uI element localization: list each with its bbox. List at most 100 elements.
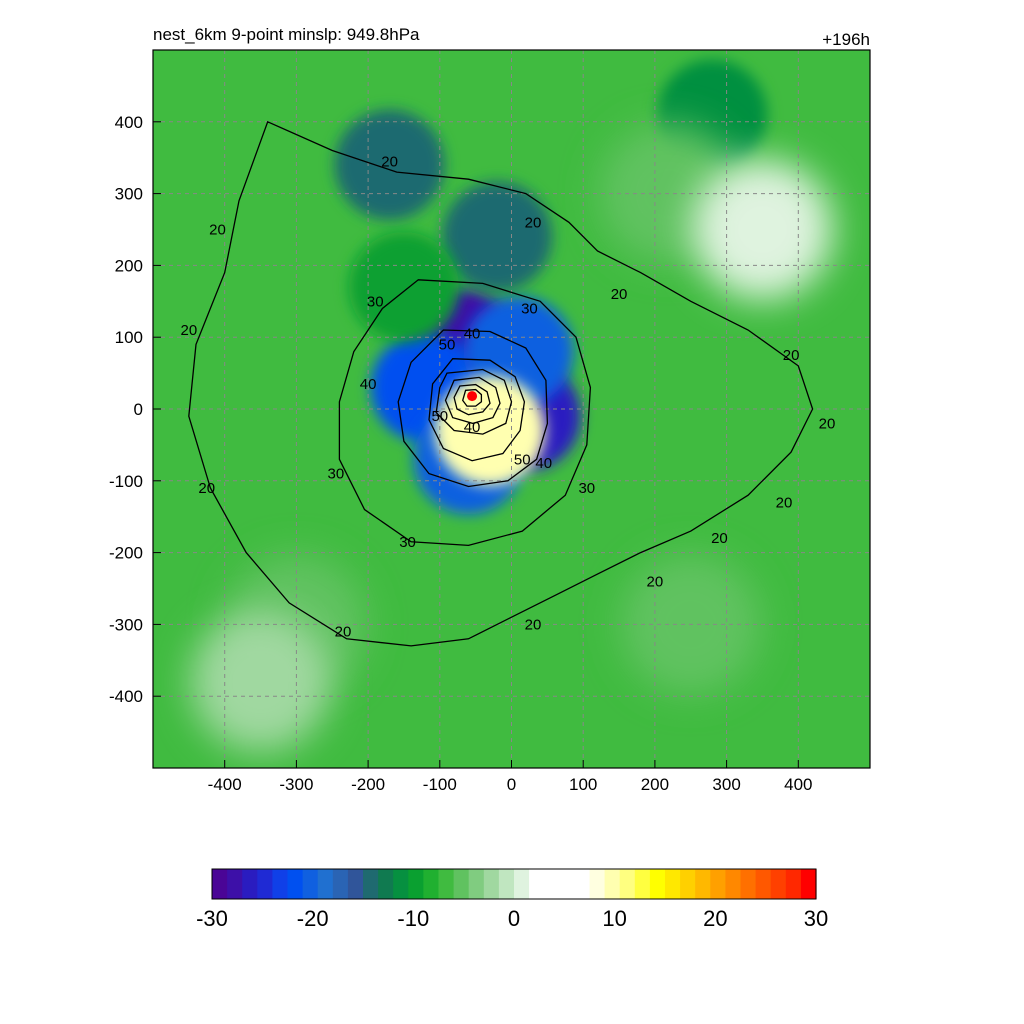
y-axis: 400 300 200 100 0 -100 -200 -300 -400: [109, 113, 161, 706]
storm-center-marker: [467, 391, 478, 402]
contour-80: [453, 383, 491, 416]
x-tick-label-1: -300: [279, 775, 313, 794]
colorbar-swatch-31: [680, 869, 696, 899]
y-tick-label-0: 400: [115, 113, 143, 132]
contour-label-21: 40: [464, 419, 481, 436]
colorbar-swatch-33: [710, 869, 726, 899]
colorbar-swatch-19: [498, 869, 515, 899]
colorbar-swatch-30: [665, 869, 681, 899]
colorbar-tick-label-0: -30: [196, 906, 228, 931]
contour-label-17: 30: [327, 466, 344, 483]
chart-title-right: +196h: [822, 30, 870, 49]
colorbar-swatch-39: [800, 869, 817, 899]
y-tick-label-2: 200: [115, 256, 143, 275]
y-tick-label-5: -100: [109, 472, 143, 491]
colorbar-swatch-1: [227, 869, 243, 899]
contour-label-8: 20: [711, 530, 728, 547]
x-tick-label-4: 0: [507, 775, 516, 794]
contour-label-1: 20: [181, 322, 198, 339]
colorbar-swatch-34: [725, 869, 742, 899]
contour-label-3: 20: [525, 214, 542, 231]
colorbar-tick-label-1: -20: [297, 906, 329, 931]
colorbar-swatch-27: [619, 869, 636, 899]
contour-20: [188, 120, 814, 647]
y-tick-label-1: 300: [115, 185, 143, 204]
x-axis: -400 -300 -200 -100 0 100 200 300 400: [208, 760, 812, 794]
colorbar-swatch-37: [770, 869, 787, 899]
colorbar-swatch-0: [212, 869, 228, 899]
colorbar-swatch-7: [317, 869, 334, 899]
contour-label-23: 50: [431, 408, 448, 425]
colorbar-swatch-17: [468, 869, 485, 899]
field-sample-13: [190, 611, 331, 752]
colorbar-swatch-29: [649, 869, 666, 899]
y-tick-label-8: -400: [109, 687, 143, 706]
contour-90: [461, 388, 483, 407]
contour-label-24: 50: [514, 451, 531, 468]
colorbar-swatch-21: [529, 869, 545, 899]
colorbar-swatch-25: [589, 869, 606, 899]
colorbar-swatch-14: [423, 869, 440, 899]
contour-label-18: 40: [360, 376, 377, 393]
y-tick-label-7: -300: [109, 615, 143, 634]
field-sample-6: [442, 181, 553, 292]
colorbar-swatch-6: [302, 869, 319, 899]
field-sample-8: [348, 231, 459, 342]
colorbar-swatch-35: [740, 869, 757, 899]
shaded-field: [153, 50, 870, 768]
contour-lines: [188, 120, 814, 647]
x-tick-label-8: 400: [784, 775, 812, 794]
colorbar-swatch-8: [332, 869, 349, 899]
contour-label-22: 50: [439, 336, 456, 353]
contour-40: [397, 329, 549, 488]
chart-title-left: nest_6km 9-point minslp: 949.8hPa: [153, 25, 420, 44]
contour-label-9: 20: [647, 573, 664, 590]
contour-label-19: 40: [464, 326, 481, 343]
colorbar-swatch-20: [514, 869, 530, 899]
colorbar-swatch-28: [634, 869, 651, 899]
y-tick-label-6: -200: [109, 544, 143, 563]
x-tick-label-2: -200: [351, 775, 385, 794]
colorbar-ticks: -30 -20 -10 0 10 20 30: [196, 906, 828, 931]
colorbar-swatch-9: [347, 869, 364, 899]
colorbar-swatch-32: [695, 869, 711, 899]
colorbar-tick-label-4: 10: [602, 906, 626, 931]
colorbar-swatch-5: [287, 869, 304, 899]
colorbar-swatch-38: [785, 869, 802, 899]
contour-30: [338, 279, 592, 547]
contour-label-20: 40: [535, 455, 552, 472]
colorbar-tick-label-6: 30: [804, 906, 828, 931]
colorbar-swatch-13: [408, 869, 424, 899]
colorbar-swatch-22: [544, 869, 560, 899]
colorbar-swatch-16: [453, 869, 470, 899]
colorbar-swatch-18: [483, 869, 500, 899]
x-tick-label-0: -400: [208, 775, 242, 794]
y-tick-label-3: 100: [115, 328, 143, 347]
contour-label-10: 20: [525, 616, 542, 633]
x-tick-label-7: 300: [712, 775, 740, 794]
contour-label-4: 20: [611, 286, 628, 303]
colorbar-swatch-4: [272, 869, 289, 899]
x-tick-label-3: -100: [423, 775, 457, 794]
x-tick-label-5: 100: [569, 775, 597, 794]
contour-label-11: 20: [335, 624, 352, 641]
field-sample-5: [334, 109, 445, 220]
contour-label-6: 20: [819, 415, 836, 432]
contour-label-5: 20: [783, 347, 800, 364]
colorbar-swatch-2: [242, 869, 258, 899]
x-tick-label-6: 200: [641, 775, 669, 794]
contour-label-2: 20: [381, 153, 398, 170]
colorbar-tick-label-2: -10: [397, 906, 429, 931]
contour-label-7: 20: [776, 494, 793, 511]
colorbar-swatch-11: [378, 869, 394, 899]
contour-labels: 20 20 20 20 20 20 20 20 20 20 20 20 20 30 30 30 30 30 40 40…: [181, 153, 836, 640]
colorbar-swatch-15: [438, 869, 455, 899]
colorbar-swatch-26: [604, 869, 621, 899]
colorbar-swatch-36: [755, 869, 772, 899]
contour-label-0: 20: [209, 222, 226, 239]
colorbar-swatch-10: [363, 869, 379, 899]
colorbar-swatch-12: [393, 869, 409, 899]
colorbar-swatch-3: [257, 869, 273, 899]
contour-label-16: 30: [399, 534, 416, 551]
